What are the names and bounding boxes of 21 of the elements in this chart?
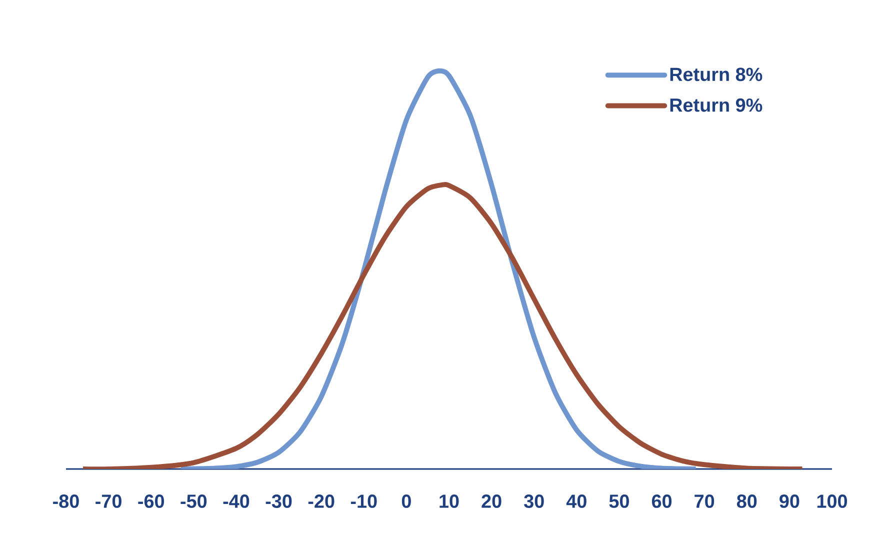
x-tick-label: 40	[566, 494, 586, 508]
x-tick-label: 70	[694, 494, 714, 508]
x-tick-label: 20	[482, 494, 502, 508]
x-tick-label: -80	[53, 494, 79, 508]
x-tick-label: -10	[350, 494, 377, 508]
x-tick-label: 0	[402, 494, 411, 508]
x-tick-label: -50	[180, 494, 207, 508]
x-tick-label: 90	[780, 494, 800, 508]
legend-label: Return 9%	[670, 98, 762, 112]
x-tick-label: 100	[817, 494, 848, 508]
legend-label: Return 8%	[670, 68, 762, 82]
x-tick-label: -60	[138, 494, 164, 508]
x-tick-label: -40	[223, 494, 250, 508]
x-tick-label: 30	[524, 494, 544, 508]
x-tick-label: 80	[736, 494, 757, 508]
x-tick-label: 10	[440, 494, 459, 508]
x-tick-label: -70	[96, 494, 122, 508]
x-tick-label: -30	[266, 494, 292, 508]
x-tick-label: 50	[609, 494, 629, 508]
x-tick-label: 60	[652, 494, 672, 508]
x-tick-label: -20	[308, 494, 334, 508]
